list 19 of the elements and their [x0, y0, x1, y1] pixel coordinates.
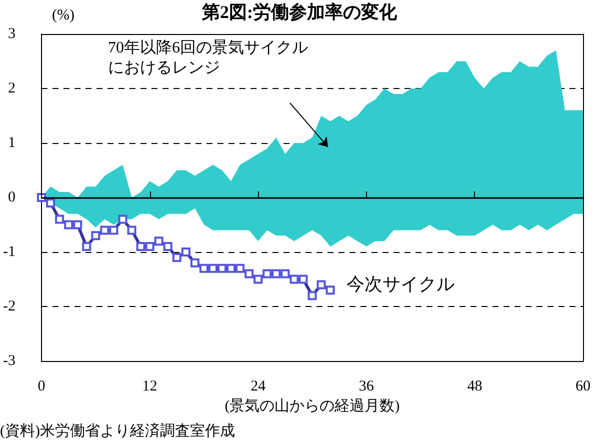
y-tick-label: 2: [8, 80, 16, 96]
y-tick-label: 1: [8, 135, 16, 151]
chart-title: 第2図:労働参加率の変化: [201, 2, 398, 22]
text: (資料)米労働省より経済調査室作成: [0, 422, 235, 440]
y-tick-label: -2: [2, 298, 16, 314]
annotation: 70年以降6回の景気サイクルにおけるレンジ: [108, 38, 308, 76]
y-tick-label: -3: [2, 353, 16, 369]
x-tick-label: 60: [576, 378, 590, 394]
x-tick-label: 36: [358, 378, 374, 394]
x-tick-label: 0: [38, 378, 46, 394]
series-label: 今次サイクル: [346, 274, 454, 294]
x-tick-label: 48: [467, 378, 482, 394]
y-tick-label: 3: [8, 26, 16, 42]
x-axis-title: (景気の山からの経過月数): [224, 397, 400, 414]
y-tick-label: 0: [8, 190, 16, 206]
x-tick-label: 24: [250, 378, 266, 394]
x-tick-label: 12: [142, 378, 158, 394]
y-tick-label: -1: [2, 244, 16, 260]
y-axis-title: (%): [52, 8, 74, 24]
